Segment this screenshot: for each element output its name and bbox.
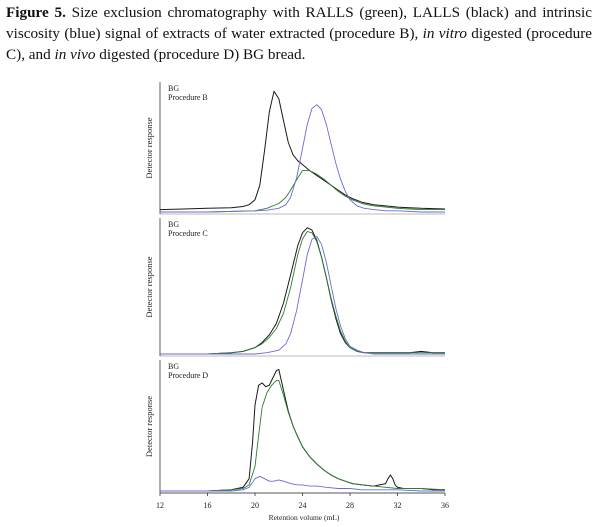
x-tick-label: 16 [204, 501, 212, 510]
panel-2-ralls-series [160, 231, 445, 355]
caption-text-1: Size exclusion chromatography with RALLS… [6, 4, 592, 42]
panel-3-y-axis-label: Detector response [144, 396, 154, 457]
panel-1-lalls-series [159, 90, 446, 211]
x-tick-label: 12 [156, 501, 164, 510]
x-tick-label: 28 [346, 501, 354, 510]
panel-1-label-line2: Procedure B [168, 93, 208, 102]
panel-1-viscosity-series [160, 104, 445, 213]
panel-3-label-line1: BG [168, 362, 179, 371]
caption-text-2: digested (procedure C), and [6, 25, 592, 63]
x-tick-label: 20 [251, 501, 259, 510]
panel-2-label-line1: BG [168, 220, 179, 229]
panel-2-viscosity-series [160, 236, 445, 355]
figure-caption: Figure 5. Size exclusion chromatography … [6, 2, 592, 65]
panel-2-label-line2: Procedure C [168, 229, 208, 238]
x-tick-label: 24 [299, 501, 307, 510]
x-tick-label: 32 [394, 501, 402, 510]
caption-italic-2: in vivo [54, 46, 96, 63]
panel-3-label-line2: Procedure D [168, 371, 208, 380]
panel-3-viscosity-series [160, 475, 445, 492]
x-axis: Retention volume (mL) 12 16 20 24 28 32 36 [156, 492, 449, 522]
x-tick-label: 36 [441, 501, 449, 510]
panel-3-ralls-series [160, 379, 446, 492]
panel-3-label: BG Procedure D [168, 362, 208, 380]
panel-1-y-axis-label: Detector response [144, 117, 154, 178]
figure-label: Figure 5. [6, 4, 66, 21]
panel-1-ralls-series [160, 170, 445, 213]
panel-1-label: BG Procedure B [168, 84, 208, 102]
panel-2-y-axis-label: Detector response [144, 256, 154, 317]
panel-1-label-line1: BG [168, 84, 179, 93]
panel-3: BG Procedure D Detector response [144, 360, 446, 494]
panel-1: BG Procedure B Detector response [144, 82, 446, 215]
panel-3-lalls-series [160, 368, 445, 492]
caption-text-3: digested (procedure D) BG bread. [95, 46, 306, 63]
x-axis-label: Retention volume (mL) [269, 513, 340, 522]
panel-2-label: BG Procedure C [168, 220, 208, 238]
panel-2-lalls-series [160, 227, 445, 355]
caption-italic-1: in vitro [422, 25, 467, 42]
panel-2: BG Procedure C Detector response [144, 218, 445, 357]
